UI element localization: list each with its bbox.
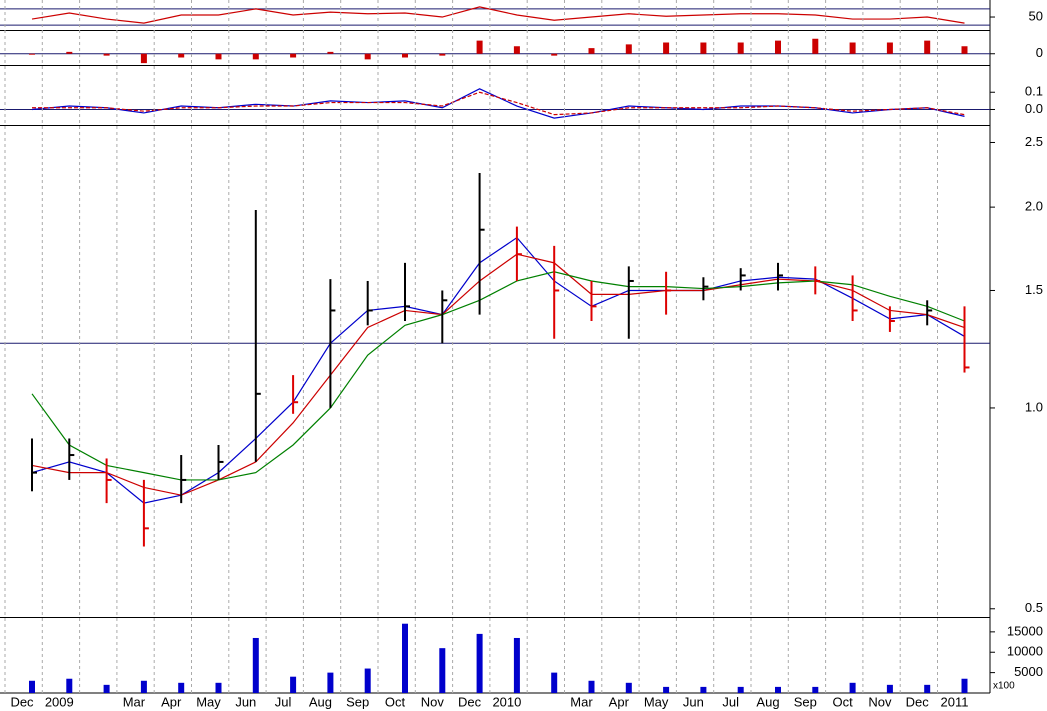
x-tick-label: Nov — [421, 694, 445, 709]
x-tick-label: Jul — [722, 694, 739, 709]
bar — [961, 678, 968, 693]
x-tick-label: Oct — [832, 694, 853, 709]
bar — [775, 686, 781, 693]
indicator-line — [32, 91, 965, 116]
indicator-line — [31, 253, 965, 496]
y-tick-label: 50 — [1029, 8, 1043, 23]
x-tick-label: Sep — [346, 694, 369, 709]
bar — [402, 623, 408, 693]
x-tick-label: Dec — [906, 694, 930, 709]
bar — [961, 46, 968, 54]
bar — [700, 42, 707, 54]
bar — [178, 682, 185, 693]
y-tick-label: 2.0 — [1025, 199, 1043, 214]
bar — [66, 51, 73, 54]
bar — [513, 637, 520, 693]
indicator-line — [31, 271, 965, 481]
x-tick-label: May — [644, 694, 669, 709]
bar — [140, 680, 147, 693]
y-tick-label: 0 — [1036, 45, 1043, 60]
bar — [439, 648, 446, 693]
x-tick-label: 2010 — [492, 694, 521, 709]
bar — [737, 686, 744, 693]
x-tick-label: Jun — [235, 694, 256, 709]
bar — [551, 53, 558, 56]
bar — [290, 676, 297, 693]
bar — [625, 44, 632, 54]
bar — [103, 53, 110, 56]
bar — [513, 46, 520, 54]
bar — [439, 53, 446, 56]
y-tick-label: 0.1 — [1025, 84, 1043, 99]
indicator-line — [31, 6, 965, 24]
bar — [364, 53, 371, 60]
bar — [588, 680, 595, 693]
bar — [29, 53, 35, 55]
bar — [215, 682, 222, 693]
y-tick-label: 10000 — [1007, 644, 1043, 659]
y-tick-label: 0.5 — [1025, 600, 1043, 615]
bar — [924, 40, 931, 54]
bar — [290, 53, 297, 58]
bar — [215, 53, 222, 60]
x-tick-label: Mar — [570, 694, 593, 709]
bar — [29, 680, 35, 693]
y-tick-label: 1.0 — [1025, 399, 1043, 414]
x-tick-label: Jul — [275, 694, 292, 709]
bar — [327, 672, 334, 693]
bar — [886, 42, 893, 54]
x-tick-label: Dec — [10, 694, 34, 709]
bar — [663, 686, 670, 693]
bar — [476, 633, 483, 693]
y-tick-label: 15000 — [1007, 623, 1043, 638]
y-tick-label: 5000 — [1014, 664, 1043, 679]
bar — [140, 53, 147, 64]
y-tick-label: 1.5 — [1025, 282, 1043, 297]
indicator-line — [31, 236, 965, 504]
bar — [588, 48, 595, 54]
bar — [476, 40, 483, 54]
bar — [849, 682, 856, 693]
bar — [103, 684, 110, 693]
bar — [886, 684, 893, 693]
bar — [252, 637, 259, 693]
unit-label: x100 — [993, 681, 1015, 692]
bar — [66, 678, 73, 693]
bar — [700, 686, 707, 693]
x-tick-label: Jun — [683, 694, 704, 709]
x-tick-label: Nov — [868, 694, 892, 709]
bar — [252, 53, 259, 60]
bar — [364, 668, 371, 693]
y-tick-label: 2.5 — [1025, 134, 1043, 149]
x-tick-label: 2011 — [941, 694, 969, 709]
x-tick-label: 2009 — [45, 694, 74, 709]
bar — [327, 51, 334, 54]
x-tick-label: May — [196, 694, 221, 709]
bar — [663, 42, 670, 54]
x-tick-label: Apr — [609, 694, 630, 709]
x-tick-label: Apr — [161, 694, 182, 709]
x-tick-label: Dec — [458, 694, 482, 709]
y-tick-label: 0.0 — [1025, 101, 1043, 116]
bar — [551, 672, 558, 693]
bar — [178, 53, 185, 58]
x-tick-label: Oct — [385, 694, 406, 709]
x-tick-label: Mar — [123, 694, 146, 709]
bar — [812, 686, 819, 693]
bar — [812, 38, 819, 54]
x-tick-label: Aug — [756, 694, 779, 709]
bar — [849, 42, 856, 54]
bar — [924, 684, 931, 693]
bar — [625, 682, 632, 693]
bar — [775, 40, 781, 54]
x-tick-label: Sep — [794, 694, 817, 709]
bar — [402, 53, 408, 58]
bar — [737, 42, 744, 54]
x-tick-label: Aug — [309, 694, 332, 709]
